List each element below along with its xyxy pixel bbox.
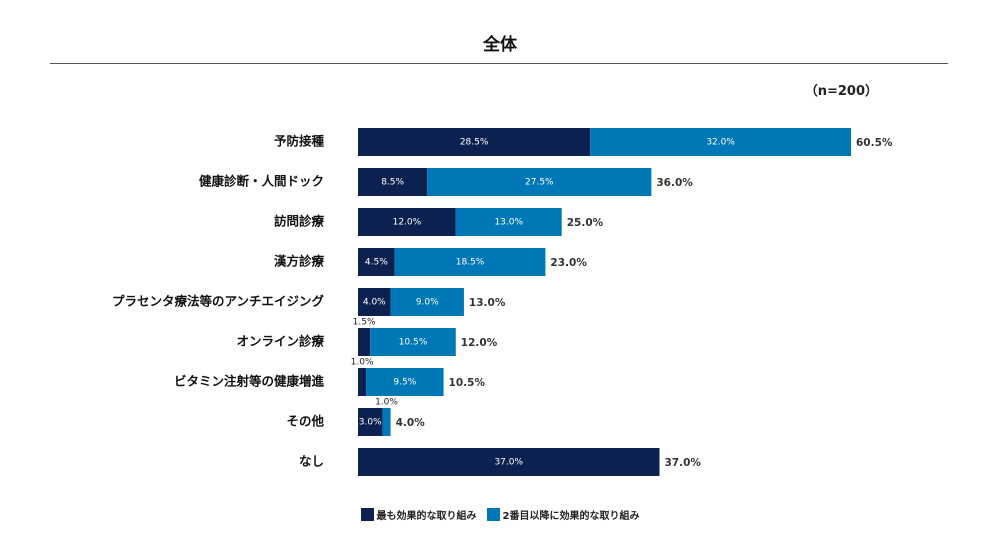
category-label: ビタミン注射等の健康増進	[174, 374, 325, 389]
bar-segment-first	[358, 128, 591, 156]
bar-segment-first	[358, 248, 395, 276]
data-label-first: 8.5%	[381, 178, 404, 188]
data-label-second: 10.5%	[399, 338, 428, 348]
category-label: 漢方診療	[274, 254, 325, 269]
data-label-first: 1.5%	[353, 318, 376, 328]
bar-segment-second	[370, 328, 456, 356]
bar-segment-second	[394, 248, 546, 276]
legend-item-first: 最も効果的な取り組み	[360, 507, 477, 522]
legend: 最も効果的な取り組み 2番目以降に効果的な取り組み	[0, 507, 1000, 522]
total-label: 25.0%	[567, 217, 604, 229]
data-label-first: 4.0%	[363, 298, 386, 308]
legend-swatch-second	[486, 508, 500, 521]
data-label-second: 9.0%	[416, 298, 439, 308]
category-label: プラセンタ療法等のアンチエイジング	[112, 294, 325, 309]
bar-segment-second	[590, 128, 851, 156]
data-label-first: 37.0%	[494, 458, 523, 468]
legend-label-first: 最も効果的な取り組み	[376, 511, 477, 522]
bar-segment-second	[382, 408, 391, 436]
total-label: 60.5%	[856, 137, 893, 149]
bar-segment-first	[358, 448, 660, 476]
bar-segment-second	[455, 208, 562, 236]
data-label-second: 32.0%	[706, 138, 735, 148]
total-label: 36.0%	[656, 177, 693, 189]
bar-segment-first	[358, 168, 428, 196]
legend-swatch-first	[360, 508, 374, 521]
bar-segment-first	[358, 288, 391, 316]
bar-segment-second	[390, 288, 464, 316]
bar-segment-first	[358, 328, 371, 356]
bar-segment-second	[366, 368, 444, 396]
title-divider	[50, 63, 948, 64]
data-label-first: 3.0%	[359, 418, 382, 428]
legend-label-second: 2番目以降に効果的な取り組み	[502, 511, 640, 522]
data-label-first: 28.5%	[460, 138, 489, 148]
data-label-first: 12.0%	[393, 218, 422, 228]
category-label: 健康診断・人間ドック	[199, 174, 324, 189]
category-label: 予防接種	[274, 134, 325, 149]
category-label: オンライン診療	[236, 334, 324, 349]
total-label: 37.0%	[665, 457, 702, 469]
data-label-second: 9.5%	[393, 378, 416, 388]
bar-segment-first	[358, 368, 367, 396]
data-label-second: 27.5%	[525, 178, 554, 188]
total-label: 12.0%	[461, 337, 498, 349]
data-label-second: 1.0%	[375, 398, 398, 408]
legend-item-second: 2番目以降に効果的な取り組み	[486, 507, 640, 522]
sample-size-note: （n=200）	[804, 84, 878, 99]
bar-segment-first	[358, 208, 456, 236]
data-label-first: 4.5%	[365, 258, 388, 268]
total-label: 13.0%	[469, 297, 506, 309]
data-label-first: 1.0%	[351, 358, 374, 368]
bar-segment-second	[427, 168, 652, 196]
data-label-second: 13.0%	[494, 218, 523, 228]
bar-segment-first	[358, 408, 383, 436]
chart-title: 全体	[483, 35, 517, 55]
category-label: その他	[286, 414, 324, 429]
category-label: なし	[299, 454, 324, 469]
total-label: 10.5%	[449, 377, 486, 389]
category-label: 訪問診療	[274, 214, 325, 229]
total-label: 23.0%	[550, 257, 587, 269]
total-label: 4.0%	[396, 417, 426, 429]
data-label-second: 18.5%	[456, 258, 485, 268]
